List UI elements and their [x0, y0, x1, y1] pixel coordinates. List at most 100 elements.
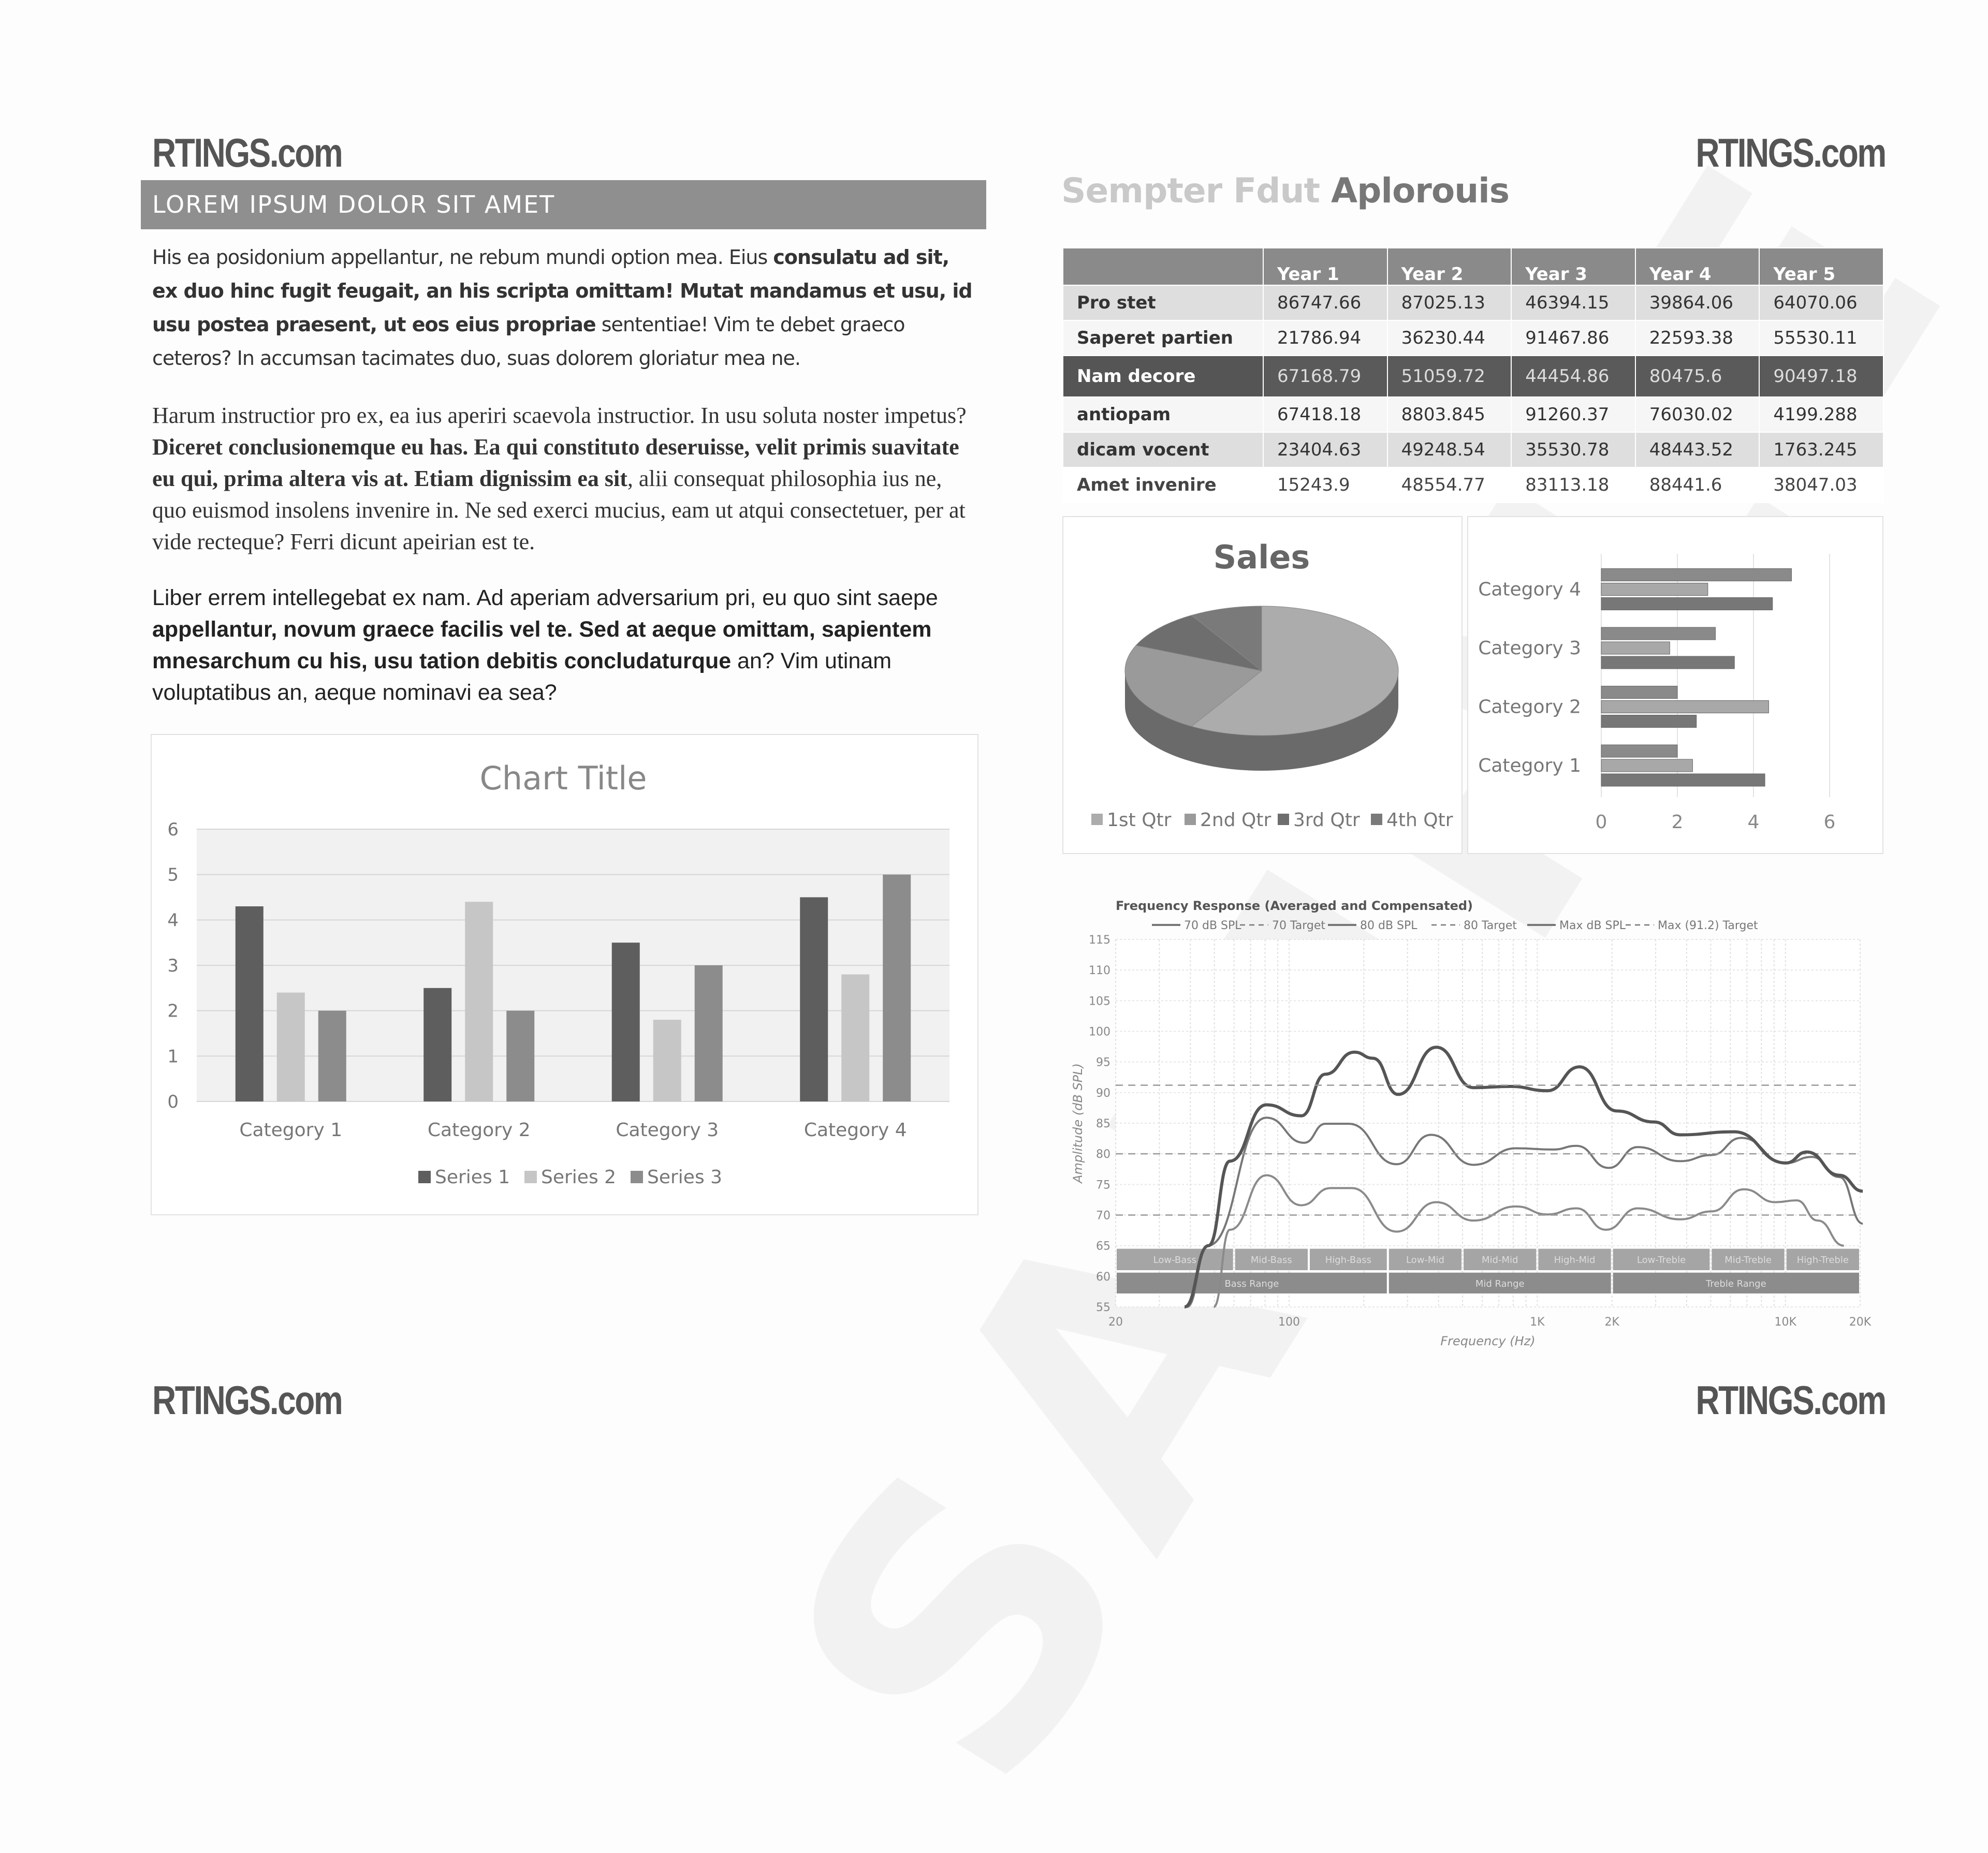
table-header-row: Year 1 Year 2 Year 3 Year 4 Year 5 — [1062, 247, 1884, 286]
text-run: sententiae! Vim te debet graeco ceteros?… — [152, 313, 905, 370]
table-row: Saperet partien 21786.94 36230.44 91467.86 2… — [1062, 320, 1884, 356]
table-cell: 51059.72 — [1386, 355, 1512, 398]
bar — [883, 874, 911, 1101]
data-table: Year 1 Year 2 Year 3 Year 4 Year 5 Pro stet 86… — [1062, 247, 1884, 503]
logo-bottom-left: RTINGS.com — [152, 1377, 343, 1423]
table-cell: 36230.44 — [1386, 320, 1512, 356]
table-cell: 8803.845 — [1386, 396, 1512, 433]
table-cell: 90497.18 — [1759, 355, 1884, 398]
row-header: Nam decore — [1062, 355, 1264, 398]
legend-label: Series 2 — [541, 1167, 616, 1188]
row-header: Saperet partien — [1062, 320, 1264, 356]
row-header: Amet invenire — [1062, 467, 1264, 503]
paragraph-1: His ea posidonium appellantur, ne rebum … — [152, 241, 975, 375]
table-cell: 67168.79 — [1263, 355, 1388, 398]
logo-top-right: RTINGS.com — [1695, 130, 1887, 175]
bar — [653, 1020, 681, 1101]
table-cell: 83113.18 — [1511, 467, 1636, 503]
table-cell: 86747.66 — [1263, 285, 1388, 321]
table-cell: 35530.78 — [1511, 432, 1636, 468]
text-run: Harum instructior pro ex, ea ius aperiri… — [152, 403, 967, 428]
section-header-bar: LOREM IPSUM DOLOR SIT AMET — [141, 180, 986, 229]
table-row: antiopam 67418.18 8803.845 91260.37 76030.02… — [1062, 396, 1884, 433]
table-cell: 1763.245 — [1759, 432, 1884, 468]
table-cell: 44454.86 — [1511, 355, 1636, 398]
table-cell: 67418.18 — [1263, 396, 1388, 433]
paragraph-3: Liber errem intellegebat ex nam. Ad aper… — [152, 582, 981, 709]
x-tick-label: Category 1 — [239, 1120, 342, 1141]
bar — [235, 906, 264, 1101]
text-run: Liber errem intellegebat ex nam. Ad aper… — [152, 585, 938, 610]
y-tick-label: 4 — [167, 910, 179, 931]
row-header: dicam vocent — [1062, 432, 1264, 468]
table-cell: 64070.06 — [1759, 285, 1884, 321]
row-header: Pro stet — [1062, 285, 1264, 321]
table-row: Nam decore 67168.79 51059.72 44454.86 80475.… — [1062, 355, 1884, 398]
table-cell: 91467.86 — [1511, 320, 1636, 356]
y-tick-label: 2 — [167, 1001, 179, 1022]
table-cell: 55530.11 — [1759, 320, 1884, 356]
column-header: Year 5 — [1759, 247, 1884, 286]
text-run: an? Vim utinam voluptatibus an, aeque no… — [152, 649, 892, 705]
text-run-bold: Diceret conclusionemque eu has. Ea qui c… — [152, 434, 959, 491]
section-title: Sempter Fdut Aplorouis — [1061, 171, 1510, 211]
column-header: Year 3 — [1511, 247, 1636, 286]
paragraph-2: Harum instructior pro ex, ea ius aperiri… — [152, 400, 981, 557]
table-row: dicam vocent 23404.63 49248.54 35530.78 4844… — [1062, 432, 1884, 468]
table-cell: 38047.03 — [1759, 467, 1884, 503]
column-header: Year 4 — [1634, 247, 1760, 286]
section-title-faded: Sempter Fdut — [1061, 171, 1320, 211]
column-header: Year 1 — [1263, 247, 1388, 286]
table-cell: 48443.52 — [1634, 432, 1760, 468]
bar — [506, 1010, 535, 1101]
table-cell: 4199.288 — [1759, 396, 1884, 433]
legend-label: Series 1 — [435, 1167, 510, 1188]
row-header: antiopam — [1062, 396, 1264, 433]
table-cell: 22593.38 — [1634, 320, 1760, 356]
table-cell: 49248.54 — [1386, 432, 1512, 468]
bar — [318, 1010, 346, 1101]
text-run: His ea posidonium appellantur, ne rebum … — [152, 246, 773, 269]
table-row: Pro stet 86747.66 87025.13 46394.15 39864.06… — [1062, 285, 1884, 321]
table-row: Amet invenire 15243.9 48554.77 83113.18 8844… — [1062, 467, 1884, 503]
bar — [611, 943, 640, 1101]
logo-bottom-right: RTINGS.com — [1695, 1377, 1887, 1423]
bar — [694, 965, 723, 1101]
text-run-bold: consulatu ad sit, ex duo hinc fugit feug… — [152, 246, 973, 336]
pie-chart-frame — [1062, 516, 1463, 854]
bar — [276, 992, 305, 1101]
table-cell: 91260.37 — [1511, 396, 1636, 433]
legend-swatch — [418, 1171, 431, 1183]
table-cell: 21786.94 — [1263, 320, 1388, 356]
text-run-bold: appellantur, novum graece facilis vel te… — [152, 617, 932, 673]
bar — [423, 988, 452, 1101]
x-tick-label: Category 3 — [616, 1120, 719, 1141]
chart-title: Chart Title — [480, 759, 647, 797]
column-chart: 0 1 2 3 4 5 6 Category 1 Category 2 Category 3 Cat… — [167, 759, 949, 1188]
table-cell: 39864.06 — [1634, 285, 1760, 321]
table-cell: 48554.77 — [1386, 467, 1512, 503]
column-header: Year 2 — [1386, 247, 1512, 286]
x-tick-label: Category 4 — [804, 1120, 907, 1141]
bar — [465, 902, 493, 1101]
table-cell: 88441.6 — [1634, 467, 1760, 503]
legend-swatch — [631, 1171, 643, 1183]
table-cell: 15243.9 — [1263, 467, 1388, 503]
table-cell: 87025.13 — [1386, 285, 1512, 321]
text-run: , alii consequat philosophia ius ne, quo… — [152, 466, 966, 554]
y-tick-label: 1 — [167, 1046, 179, 1067]
section-header: LOREM IPSUM DOLOR SIT AMET — [152, 190, 556, 218]
table-cell: 76030.02 — [1634, 396, 1760, 433]
bar — [800, 897, 828, 1101]
legend-label: Series 3 — [647, 1167, 722, 1188]
table-cell: 80475.6 — [1634, 355, 1760, 398]
table-cell: 46394.15 — [1511, 285, 1636, 321]
x-tick-label: Category 2 — [428, 1120, 531, 1141]
bar — [841, 974, 870, 1101]
y-tick-label: 0 — [167, 1092, 179, 1112]
column-header — [1062, 247, 1264, 286]
logo-top-left: RTINGS.com — [152, 130, 343, 175]
bar-chart-frame — [1467, 516, 1883, 854]
y-tick-label: 3 — [167, 955, 179, 976]
section-title-rest: Aplorouis — [1320, 171, 1510, 211]
